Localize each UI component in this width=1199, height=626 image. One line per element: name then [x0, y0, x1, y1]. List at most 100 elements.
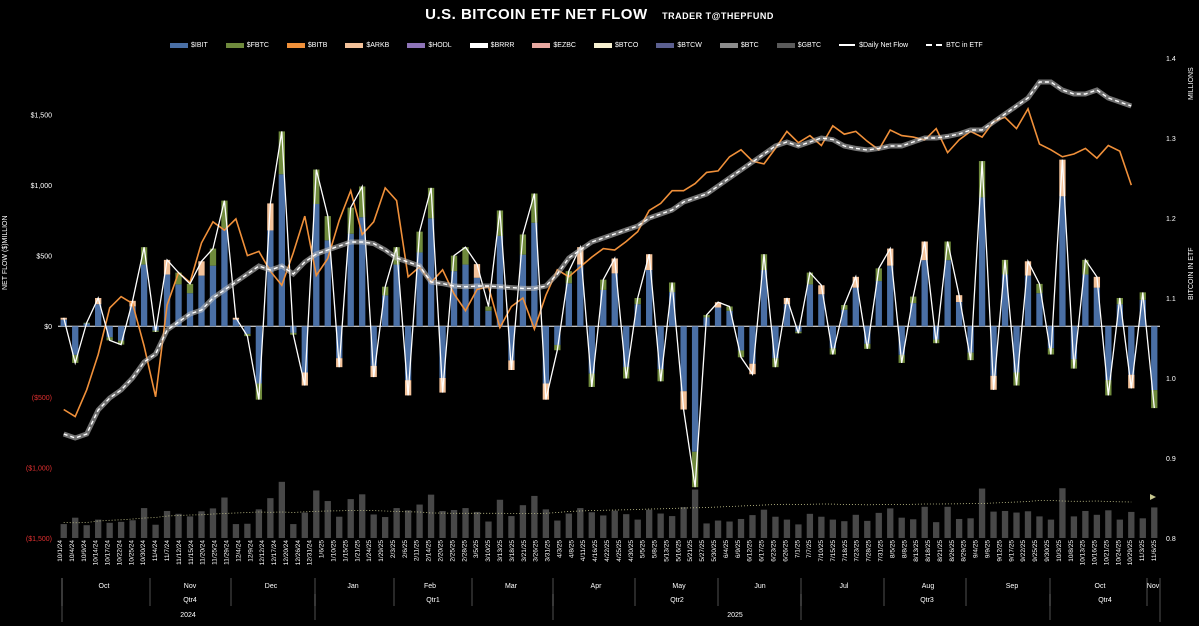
ibit-bar: [680, 326, 687, 392]
legend-swatch: [407, 42, 426, 48]
ibit-bar: [577, 264, 584, 327]
fbtc-bar: [680, 391, 687, 410]
ibit-bar: [1151, 326, 1158, 391]
x-tick-label: 11/29/24: [224, 540, 231, 565]
volume-bar: [473, 511, 481, 538]
btc-in-etf-glow: [62, 79, 1133, 441]
volume-bar: [301, 512, 308, 538]
volume-bar: [910, 519, 917, 538]
x-tick-label: 2/20/25: [438, 540, 445, 562]
volume-bar: [703, 523, 710, 538]
month-label: Apr: [591, 583, 603, 590]
legend-label: $GBTC: [797, 41, 822, 49]
ibit-bar: [806, 284, 814, 327]
y2-tick-label: 0.8: [1166, 536, 1176, 543]
volume-bar: [611, 510, 618, 538]
volume-bar: [932, 522, 940, 538]
legend-item: $BTC: [719, 38, 759, 52]
x-tick-label: 6/4/25: [723, 540, 730, 558]
ibit-bar: [209, 265, 217, 327]
fbtc-bar: [657, 369, 664, 382]
month-label: Nov: [1147, 583, 1160, 590]
fbtc-bar: [565, 271, 572, 284]
ibit-bar: [910, 303, 917, 327]
ibit-bar: [83, 323, 90, 327]
fbtc-bar: [336, 358, 343, 368]
x-tick-label: 11/7/24: [164, 540, 171, 562]
legend-label: $HODL: [428, 41, 452, 49]
ibit-bar: [600, 289, 607, 327]
fbtc-bar: [668, 282, 676, 293]
ibit-bar: [1059, 196, 1066, 327]
ibit-bar: [1024, 275, 1032, 327]
ibit-bar: [829, 326, 837, 349]
fbtc-bar: [829, 348, 837, 355]
fbtc-bar: [1036, 283, 1043, 294]
volume-bar: [760, 509, 768, 538]
ibit-bar: [634, 304, 641, 327]
fbtc-bar: [347, 207, 354, 234]
ibit-bar: [668, 292, 676, 327]
volume-bar: [1082, 510, 1089, 538]
x-tick-label: 10/8/25: [1068, 540, 1075, 562]
fbtc-bar: [404, 380, 412, 396]
x-tick-label: 4/8/25: [568, 540, 575, 558]
legend-swatch: [532, 42, 551, 48]
volume-bar: [106, 522, 113, 538]
x-tick-label: 9/12/25: [996, 540, 1003, 562]
ibit-bar: [852, 287, 859, 327]
y-tick-label: ($1,000): [26, 465, 52, 472]
ibit-bar: [864, 326, 871, 344]
legend-label: $FBTC: [246, 41, 269, 49]
volume-bar: [140, 508, 148, 538]
volume-bar: [737, 518, 745, 538]
fbtc-bar: [129, 300, 136, 307]
y2-tick-label: 1.1: [1166, 296, 1176, 303]
volume-bar: [450, 510, 458, 538]
fbtc-bar: [990, 375, 997, 390]
volume-bar: [313, 490, 320, 538]
x-tick-label: 3/10/25: [485, 540, 492, 562]
x-tick-label: 11/3/25: [1139, 540, 1146, 562]
x-tick-label: 2/6/25: [402, 540, 409, 558]
x-tick-label: 12/17/24: [271, 540, 278, 566]
legend: $IBIT $FBTC $BITB $ARKB $HODL $BRRR $EZBC $BTCO…: [170, 38, 1050, 52]
legend-label: $ARKB: [366, 41, 390, 49]
fbtc-bar: [267, 203, 274, 231]
volume-bar: [347, 499, 354, 538]
y2-tick-label: 1.4: [1166, 56, 1176, 63]
legend-swatch: [345, 42, 364, 48]
ibit-bar: [232, 319, 240, 327]
legend-swatch: [469, 42, 488, 48]
legend-swatch: [926, 44, 943, 46]
volume-bar: [1036, 516, 1043, 538]
volume-bar: [336, 516, 343, 538]
y2-tick-label: 1.0: [1166, 376, 1176, 383]
x-tick-label: 9/30/25: [1044, 540, 1051, 562]
chart-subtitle: TRADER T@THEPFUND: [662, 11, 774, 21]
legend-item: $BTCW: [656, 38, 702, 52]
x-tick-label: 3/5/25: [473, 540, 480, 558]
ibit-bar: [565, 283, 572, 327]
fbtc-bar: [95, 298, 102, 305]
legend-label: $BITB: [307, 41, 328, 49]
volume-bar: [806, 513, 814, 538]
fbtc-bar: [416, 231, 423, 253]
fbtc-bar: [1059, 159, 1066, 197]
month-label: Mar: [505, 583, 518, 590]
x-tick-label: 5/16/25: [675, 540, 682, 562]
y-tick-label: ($1,500): [26, 536, 52, 543]
fbtc-bar: [898, 354, 905, 363]
volume-bar: [519, 505, 527, 538]
fbtc-bar: [232, 317, 240, 320]
ibit-bar: [473, 277, 481, 327]
x-tick-label: 7/7/25: [806, 540, 813, 558]
x-tick-label: 9/25/25: [1032, 540, 1039, 562]
month-label: Nov: [184, 583, 197, 590]
volume-bar: [829, 519, 837, 538]
ibit-bar: [198, 275, 205, 327]
fbtc-bar: [186, 283, 194, 294]
x-tick-label: 9/22/25: [1020, 540, 1027, 562]
fbtc-bar: [726, 306, 733, 311]
volume-bar: [955, 518, 963, 538]
